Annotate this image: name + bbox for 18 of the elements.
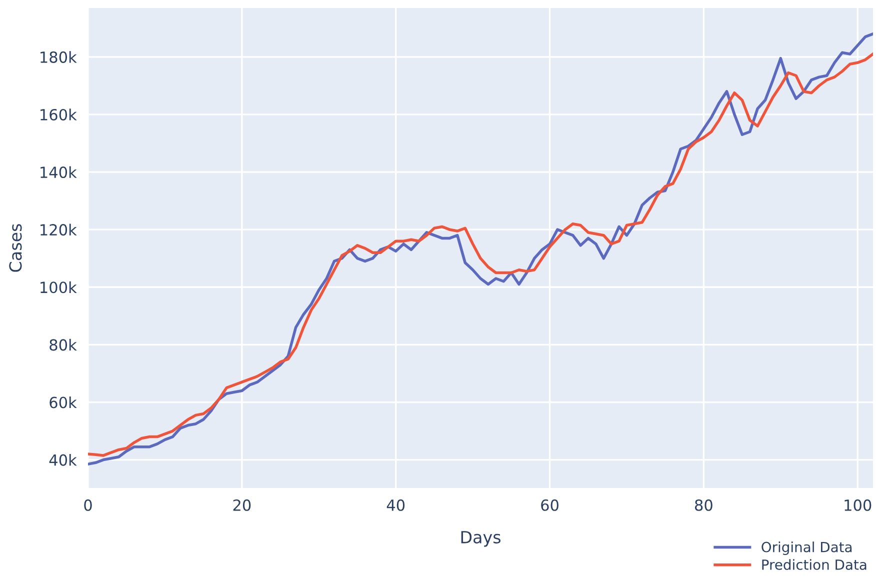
x-tick-label: 20 <box>233 499 251 511</box>
x-tick-label: 80 <box>695 499 712 511</box>
y-tick-label: 60k <box>50 396 77 408</box>
y-tick-label: 40k <box>49 454 77 466</box>
y-tick-label: 100k <box>40 281 77 294</box>
y-tick-label: 180k <box>40 51 77 63</box>
x-tick-label: 100 <box>844 499 872 511</box>
y-tick-label: 80k <box>50 338 77 351</box>
y-tick-label: 160k <box>40 108 77 120</box>
legend-label: Prediction Data <box>762 559 866 570</box>
legend-label: Original Data <box>762 542 852 555</box>
y-tick-label: 120k <box>40 224 77 236</box>
x-tick-label: 60 <box>541 499 558 511</box>
x-tick-label: 40 <box>386 499 405 511</box>
y-tick-label: 140k <box>40 166 77 178</box>
x-axis-title: Days <box>461 531 500 547</box>
y-axis-title: Cases <box>9 224 22 272</box>
x-tick-label: 0 <box>84 499 92 511</box>
